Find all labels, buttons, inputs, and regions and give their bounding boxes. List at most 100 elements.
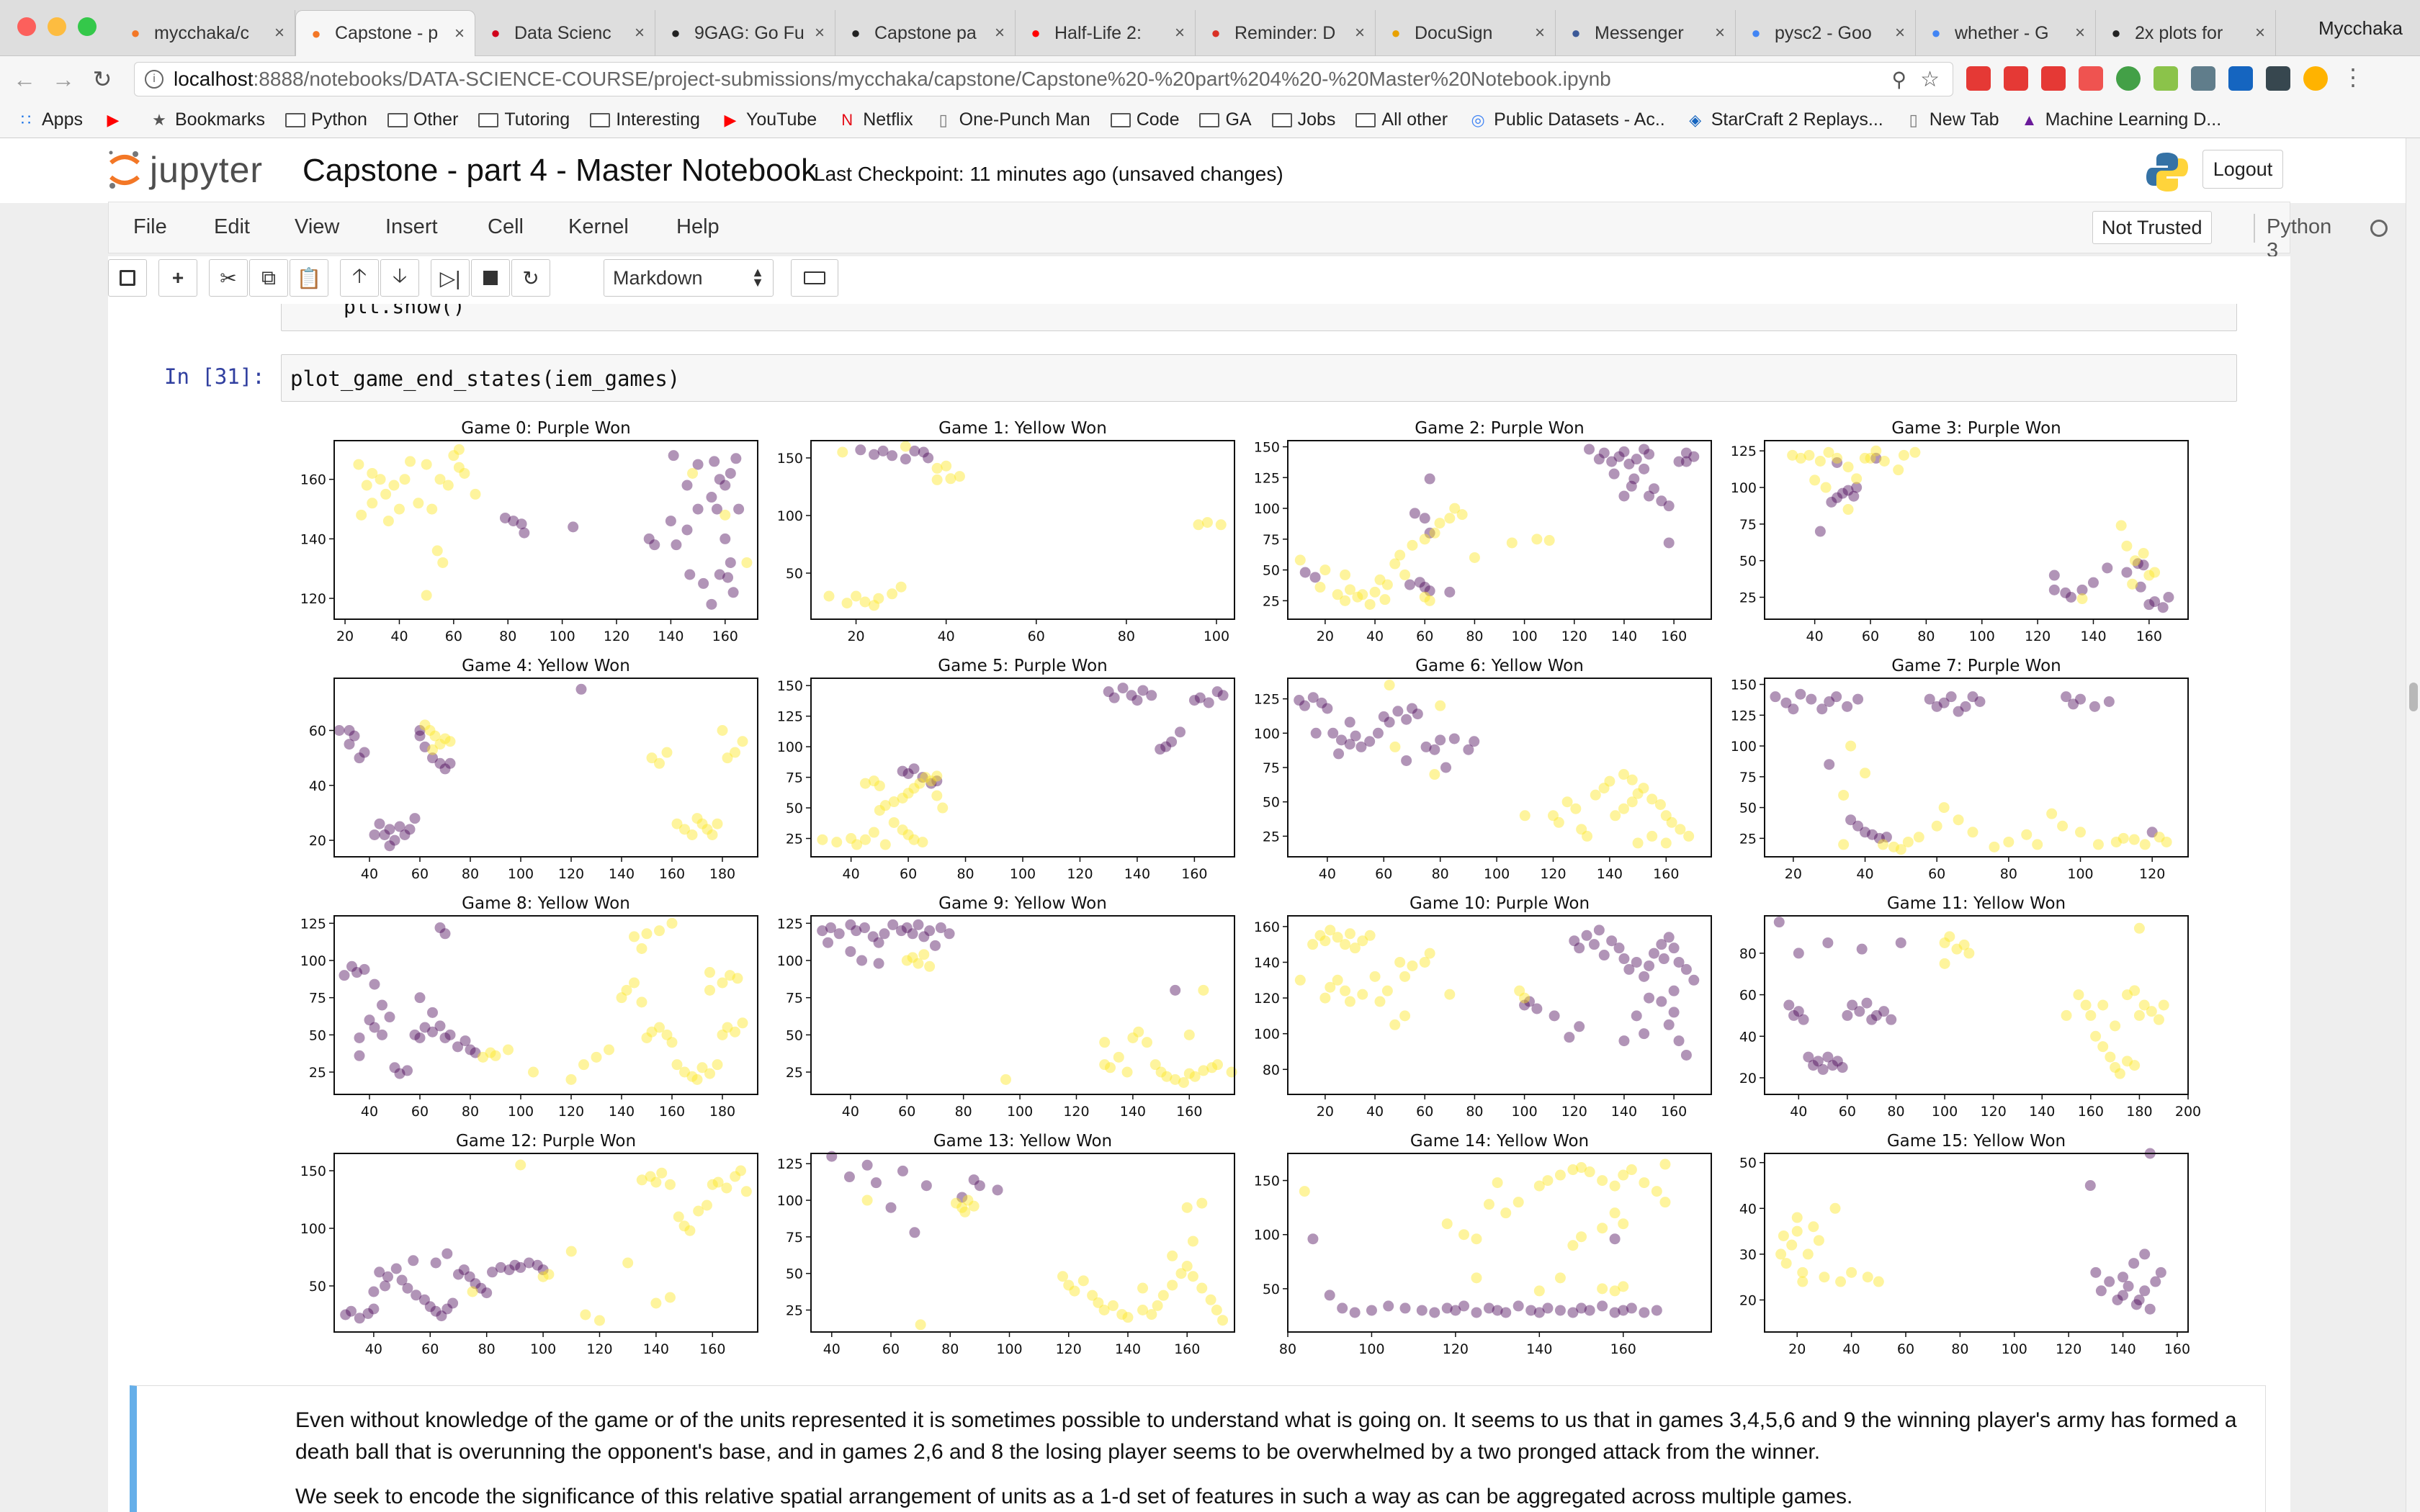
- browser-tab[interactable]: ● pysc2 - Goo ×: [1736, 10, 1916, 56]
- interrupt-button[interactable]: [471, 259, 510, 297]
- menu-insert[interactable]: Insert: [385, 215, 438, 238]
- extension-icon[interactable]: [2228, 66, 2253, 91]
- bookmark-item[interactable]: Other: [387, 109, 458, 130]
- browser-tab[interactable]: ● Data Scienc ×: [475, 10, 655, 56]
- restart-button[interactable]: ↻: [511, 259, 550, 297]
- browser-tab[interactable]: ● whether - G ×: [1916, 10, 2096, 56]
- browser-tab[interactable]: ● mycchaka/c ×: [115, 10, 295, 56]
- extension-icon[interactable]: [2191, 66, 2215, 91]
- bookmark-item[interactable]: Python: [285, 109, 367, 130]
- copy-button[interactable]: ⧉: [249, 259, 288, 297]
- menu-kernel[interactable]: Kernel: [568, 215, 629, 238]
- tab-close-icon[interactable]: ×: [274, 23, 284, 42]
- close-window-button[interactable]: [17, 17, 36, 36]
- menu-help[interactable]: Help: [676, 215, 720, 238]
- bookmark-item[interactable]: Jobs: [1271, 109, 1335, 130]
- notebook-title[interactable]: Capstone - part 4 - Master Notebook: [302, 153, 817, 188]
- logout-button[interactable]: Logout: [2202, 150, 2283, 189]
- tab-close-icon[interactable]: ×: [1714, 23, 1725, 42]
- extension-icon[interactable]: [2266, 66, 2290, 91]
- bookmark-item[interactable]: GA: [1199, 109, 1252, 130]
- tab-close-icon[interactable]: ×: [1534, 23, 1545, 42]
- previous-code-cell[interactable]: plt.show(): [281, 304, 2237, 331]
- jupyter-logo[interactable]: jupyter: [107, 148, 263, 192]
- purple-point: [1525, 1305, 1537, 1316]
- maximize-window-button[interactable]: [78, 17, 97, 36]
- url-input[interactable]: i localhost:8888/notebooks/DATA-SCIENCE-…: [134, 62, 1953, 96]
- bookmark-item[interactable]: ▯ One-Punch Man: [933, 109, 1090, 130]
- cell-type-select[interactable]: Markdown ▲ ▼: [604, 259, 774, 297]
- bookmark-item[interactable]: Interesting: [590, 109, 700, 130]
- bookmark-item[interactable]: All other: [1355, 109, 1448, 130]
- tab-close-icon[interactable]: ×: [1174, 23, 1185, 42]
- menu-dots-icon[interactable]: ⋮: [2341, 64, 2365, 90]
- command-palette-button[interactable]: [791, 259, 838, 297]
- markdown-cell[interactable]: Even without knowledge of the game or of…: [130, 1385, 2266, 1512]
- browser-tab[interactable]: ● 9GAG: Go Fu ×: [655, 10, 835, 56]
- info-icon[interactable]: i: [145, 70, 163, 89]
- reload-icon[interactable]: ↻: [92, 66, 112, 92]
- bookmark-item[interactable]: ◈ StarCraft 2 Replays...: [1685, 109, 1883, 130]
- code-cell[interactable]: plot_game_end_states(iem_games): [281, 354, 2237, 402]
- browser-tab[interactable]: ● 2x plots for ×: [2096, 10, 2276, 56]
- not-trusted-button[interactable]: Not Trusted: [2092, 211, 2212, 244]
- menu-cell[interactable]: Cell: [488, 215, 524, 238]
- bookmark-star-icon[interactable]: ☆: [1920, 67, 1940, 91]
- purple-point: [1424, 527, 1435, 539]
- forward-arrow-icon[interactable]: →: [52, 66, 75, 92]
- bookmark-item[interactable]: ▶: [103, 111, 129, 129]
- move-down-button[interactable]: 🡣: [380, 259, 419, 297]
- browser-tab[interactable]: ● Half-Life 2: ×: [1016, 10, 1196, 56]
- menu-view[interactable]: View: [295, 215, 340, 238]
- purple-point: [1211, 686, 1223, 698]
- extension-icon[interactable]: [2303, 66, 2328, 91]
- browser-tab[interactable]: ● Capstone - p ×: [295, 10, 475, 56]
- move-up-button[interactable]: 🡡: [340, 259, 379, 297]
- yellow-point: [1127, 1032, 1139, 1043]
- bookmark-item[interactable]: Tutoring: [478, 109, 570, 130]
- tab-close-icon[interactable]: ×: [1354, 23, 1365, 42]
- tab-close-icon[interactable]: ×: [994, 23, 1005, 42]
- bookmark-item[interactable]: ▶ YouTube: [720, 109, 817, 130]
- run-button[interactable]: ▷|: [431, 259, 470, 297]
- browser-tab[interactable]: ● Messenger ×: [1556, 10, 1736, 56]
- extension-icon[interactable]: [2154, 66, 2178, 91]
- browser-tab[interactable]: ● Reminder: D ×: [1196, 10, 1376, 56]
- yellow-point: [712, 1176, 724, 1188]
- bookmark-item[interactable]: ▲ Machine Learning D...: [2020, 109, 2221, 130]
- zoom-icon[interactable]: ⚲: [1891, 68, 1906, 91]
- tab-close-icon[interactable]: ×: [2254, 23, 2265, 42]
- scrollbar-thumb[interactable]: [2409, 683, 2418, 711]
- profile-name[interactable]: Mycchaka: [2318, 17, 2403, 39]
- back-arrow-icon[interactable]: ←: [13, 66, 36, 92]
- insert-cell-button[interactable]: +: [158, 259, 197, 297]
- extension-icon[interactable]: [2079, 66, 2103, 91]
- minimize-window-button[interactable]: [48, 17, 66, 36]
- bookmark-item[interactable]: ★ Bookmarks: [149, 109, 265, 130]
- save-button[interactable]: [108, 259, 147, 297]
- tab-close-icon[interactable]: ×: [634, 23, 645, 42]
- x-tick-label: 60: [898, 1104, 915, 1120]
- bookmark-item[interactable]: ◎ Public Datasets - Ac..: [1468, 109, 1665, 130]
- extension-icon[interactable]: [2041, 66, 2066, 91]
- menu-edit[interactable]: Edit: [214, 215, 250, 238]
- bookmark-item[interactable]: ∷ Apps: [16, 109, 83, 130]
- cut-button[interactable]: ✂: [209, 259, 248, 297]
- yellow-point: [1626, 1164, 1637, 1176]
- yellow-point: [353, 459, 364, 470]
- tab-close-icon[interactable]: ×: [454, 23, 465, 43]
- paste-button[interactable]: 📋: [290, 259, 328, 297]
- extension-icon[interactable]: [1966, 66, 1991, 91]
- page-scrollbar[interactable]: [2406, 138, 2420, 1512]
- browser-tab[interactable]: ● Capstone pa ×: [835, 10, 1016, 56]
- menu-file[interactable]: File: [133, 215, 167, 238]
- tab-close-icon[interactable]: ×: [1894, 23, 1905, 42]
- browser-tab[interactable]: ● DocuSign ×: [1376, 10, 1556, 56]
- bookmark-item[interactable]: N Netflix: [837, 109, 913, 130]
- bookmark-item[interactable]: Code: [1110, 109, 1179, 130]
- tab-close-icon[interactable]: ×: [2074, 23, 2085, 42]
- tab-close-icon[interactable]: ×: [814, 23, 825, 42]
- bookmark-item[interactable]: ▯ New Tab: [1904, 109, 1999, 130]
- extension-icon[interactable]: [2116, 66, 2141, 91]
- extension-icon[interactable]: [2004, 66, 2028, 91]
